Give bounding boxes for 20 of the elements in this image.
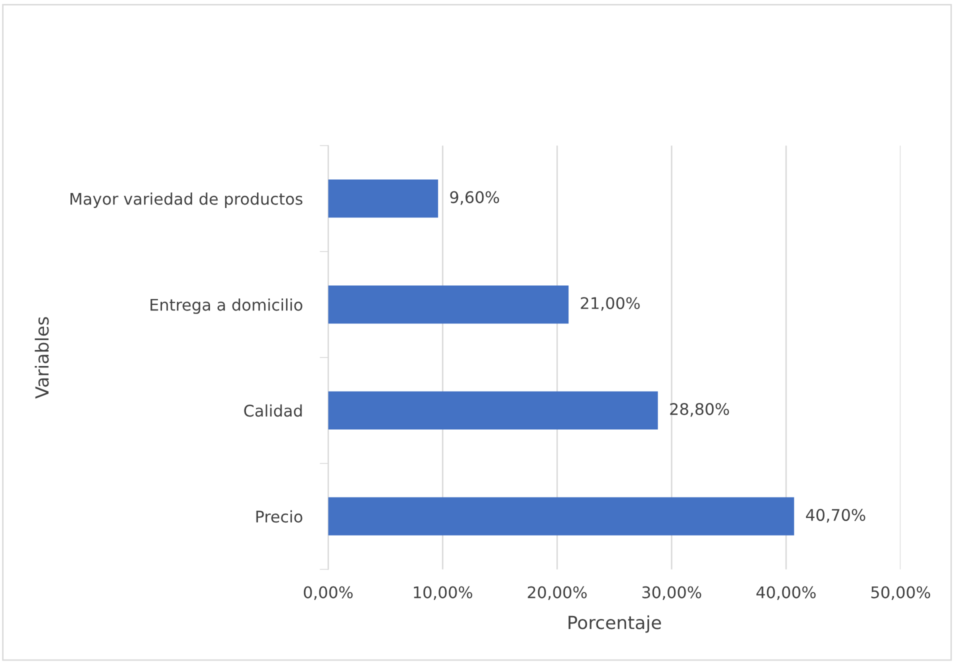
data-label: 40,70% (806, 508, 866, 523)
y-tick-label: Calidad (244, 404, 302, 417)
data-label: 21,00% (580, 297, 640, 311)
bar (328, 180, 438, 218)
y-tick-label: Entrega a domicilio (150, 298, 302, 314)
x-tick-label: 40,00% (756, 586, 816, 600)
x-tick-label: 20,00% (528, 586, 587, 600)
bar (328, 285, 569, 324)
x-tick-label: 0,00% (304, 586, 353, 600)
bar (328, 497, 794, 536)
y-tick-label: Mayor variedad de productos (70, 192, 302, 208)
x-tick-label: 10,00% (414, 586, 472, 600)
data-label: 28,80% (670, 402, 730, 417)
x-axis-title: Porcentaje (568, 615, 661, 633)
y-axis-title: Variables (34, 317, 49, 399)
x-tick-label: 50,00% (871, 586, 930, 600)
data-label: 9,60% (450, 191, 500, 205)
bar (328, 391, 658, 430)
y-tick-label: Precio (256, 510, 302, 523)
x-tick-label: 30,00% (642, 586, 702, 600)
